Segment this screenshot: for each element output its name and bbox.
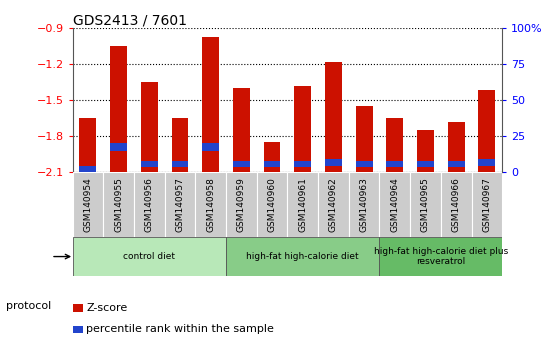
Text: GSM140956: GSM140956 [145, 177, 154, 232]
Bar [448, 121, 465, 172]
Bar [226, 172, 257, 237]
Bar [417, 161, 434, 167]
Bar [294, 161, 311, 167]
Bar [472, 172, 502, 237]
Bar [73, 172, 103, 237]
Text: GSM140959: GSM140959 [237, 177, 246, 232]
Bar [110, 143, 127, 152]
Bar [165, 172, 195, 237]
Bar [233, 88, 250, 172]
Text: GSM140957: GSM140957 [175, 177, 185, 232]
Bar [355, 161, 373, 167]
Text: GDS2413 / 7601: GDS2413 / 7601 [73, 13, 186, 27]
Bar [318, 172, 349, 237]
Bar [263, 161, 281, 167]
Bar [141, 82, 158, 172]
Text: GSM140962: GSM140962 [329, 177, 338, 232]
Bar [79, 118, 97, 172]
Text: GSM140964: GSM140964 [390, 177, 400, 232]
Text: GSM140955: GSM140955 [114, 177, 123, 232]
Bar [417, 130, 434, 172]
Text: GSM140958: GSM140958 [206, 177, 215, 232]
Text: GSM140954: GSM140954 [83, 177, 93, 232]
Bar [257, 172, 287, 237]
Text: GSM140965: GSM140965 [421, 177, 430, 232]
Text: GSM140960: GSM140960 [267, 177, 277, 232]
Bar [379, 172, 410, 237]
Bar [263, 142, 281, 172]
Bar [386, 161, 403, 167]
Bar [171, 118, 189, 172]
Text: GSM140966: GSM140966 [451, 177, 461, 232]
Text: Z-score: Z-score [86, 303, 128, 313]
Bar [202, 37, 219, 172]
Bar [79, 166, 97, 172]
Text: GSM140967: GSM140967 [482, 177, 492, 232]
Bar [287, 172, 318, 237]
Text: high-fat high-calorie diet: high-fat high-calorie diet [247, 252, 359, 261]
Bar [171, 161, 189, 167]
Bar [202, 143, 219, 152]
Bar [410, 172, 441, 237]
Bar [110, 46, 127, 172]
Text: percentile rank within the sample: percentile rank within the sample [86, 324, 275, 334]
Bar [448, 161, 465, 167]
Bar [73, 237, 226, 276]
Bar [325, 159, 342, 166]
Bar [441, 172, 472, 237]
Bar [233, 161, 250, 167]
Bar [134, 172, 165, 237]
Bar [294, 86, 311, 172]
Text: high-fat high-calorie diet plus
resveratrol: high-fat high-calorie diet plus resverat… [374, 247, 508, 266]
Bar [103, 172, 134, 237]
Bar [349, 172, 379, 237]
Bar [478, 91, 496, 172]
Bar [386, 118, 403, 172]
Text: control diet: control diet [123, 252, 175, 261]
Text: protocol: protocol [6, 301, 51, 311]
Bar [379, 237, 502, 276]
Bar [226, 237, 379, 276]
Text: GSM140961: GSM140961 [298, 177, 307, 232]
Bar [355, 106, 373, 172]
Bar [195, 172, 226, 237]
Text: GSM140963: GSM140963 [359, 177, 369, 232]
Bar [325, 62, 342, 172]
Bar [478, 159, 496, 166]
Bar [141, 161, 158, 167]
